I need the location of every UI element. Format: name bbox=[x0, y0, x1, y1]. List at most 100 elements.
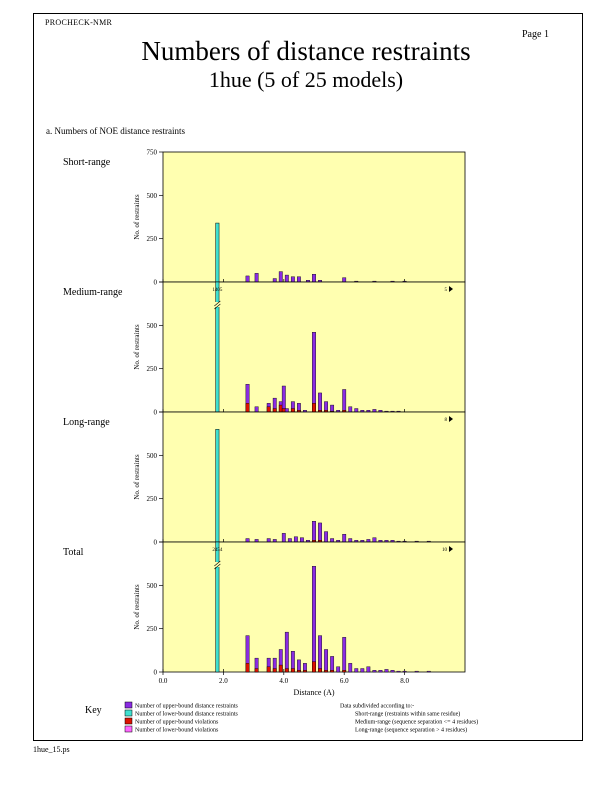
upper-bound-bar bbox=[324, 531, 328, 543]
x-tick-label: 0.0 bbox=[159, 677, 168, 685]
y-tick-label: 500 bbox=[147, 322, 158, 330]
upper-bound-bar bbox=[348, 538, 353, 543]
key-item-label: Number of lower-bound distance restraint… bbox=[135, 711, 239, 718]
key-item-label: Number of lower-bound violations bbox=[135, 727, 219, 734]
upper-bound-bar bbox=[284, 408, 289, 413]
plot-background bbox=[162, 411, 466, 543]
upper-bound-bar bbox=[284, 274, 289, 283]
violation-bar bbox=[330, 670, 335, 673]
panel-short-range: Short-range 750 500 250 0 No. of restraints bbox=[63, 149, 466, 287]
key-swatch bbox=[124, 701, 133, 709]
panel-label: Medium-range bbox=[63, 287, 123, 298]
lower-bound-bar bbox=[215, 281, 220, 413]
violation-bar bbox=[254, 668, 259, 673]
upper-bound-bar bbox=[354, 668, 359, 673]
upper-bound-bar bbox=[300, 537, 304, 543]
upper-bound-bar bbox=[318, 635, 322, 673]
panel-medium-range: Medium-range 500 250 0 No. of restraints 1405… bbox=[63, 281, 466, 417]
upper-bound-bar bbox=[266, 538, 271, 543]
violation-bar bbox=[272, 408, 277, 413]
upper-bound-bar bbox=[312, 332, 316, 413]
y-axis-label: No. of restraints bbox=[133, 324, 141, 370]
key-swatch bbox=[124, 709, 133, 717]
upper-bound-bar bbox=[426, 670, 431, 673]
upper-bound-bar bbox=[278, 271, 283, 283]
plot-background bbox=[162, 151, 466, 283]
y-tick-label: 750 bbox=[147, 149, 158, 157]
y-tick-label: 0 bbox=[154, 669, 158, 677]
upper-bound-bar bbox=[342, 277, 347, 283]
violation-bar bbox=[290, 408, 295, 413]
panel-total: Total 500 250 0 No. of restraints 2454 10 0.0 2.… bbox=[63, 541, 466, 697]
overflow-break-line bbox=[214, 300, 221, 307]
overflow-break-line bbox=[214, 303, 221, 310]
lower-bound-bar bbox=[215, 222, 220, 283]
overflow-value-label: 1405 bbox=[212, 288, 223, 293]
y-tick-label: 250 bbox=[147, 495, 158, 503]
y-tick-label: 0 bbox=[154, 279, 158, 287]
offscale-arrow-icon bbox=[449, 416, 453, 422]
overflow-break-line bbox=[214, 560, 221, 567]
upper-bound-bar bbox=[245, 538, 250, 543]
x-tick-label: 6.0 bbox=[340, 677, 349, 685]
y-tick-label: 250 bbox=[147, 235, 158, 243]
overflow-break bbox=[214, 302, 221, 307]
upper-bound-bar bbox=[342, 637, 347, 673]
x-axis-label: Distance (A) bbox=[293, 688, 334, 697]
offscale-arrow-icon bbox=[449, 286, 453, 292]
upper-bound-bar bbox=[396, 670, 401, 673]
page-subtitle: 1hue (5 of 25 models) bbox=[208, 67, 404, 92]
y-axis-label: No. of restraints bbox=[133, 584, 141, 630]
panel-label: Long-range bbox=[63, 417, 110, 428]
overflow-break bbox=[214, 562, 221, 567]
footer-filename: 1hue_15.ps bbox=[33, 745, 70, 754]
upper-bound-bar bbox=[318, 522, 322, 543]
violation-bar bbox=[245, 403, 250, 413]
upper-bound-bar bbox=[390, 670, 395, 673]
violation-bar bbox=[245, 663, 250, 673]
upper-bound-bar bbox=[336, 666, 341, 673]
upper-bound-bar bbox=[360, 668, 365, 673]
y-tick-label: 0 bbox=[154, 539, 158, 547]
upper-bound-bar bbox=[372, 537, 377, 543]
x-tick-label: 4.0 bbox=[279, 677, 288, 685]
upper-bound-bar bbox=[372, 670, 377, 673]
page-frame bbox=[33, 13, 583, 741]
key-item-label: Number of upper-bound violations bbox=[135, 719, 219, 726]
upper-bound-bar bbox=[312, 521, 316, 543]
violation-bar bbox=[266, 406, 271, 413]
page-title: Numbers of distance restraints bbox=[141, 36, 471, 66]
upper-bound-bar bbox=[287, 538, 292, 543]
upper-bound-bar bbox=[330, 538, 335, 543]
violation-bar bbox=[284, 668, 289, 673]
violation-bar bbox=[303, 670, 307, 673]
upper-bound-bar bbox=[384, 669, 389, 673]
overflow-break-line bbox=[214, 563, 221, 570]
violation-bar bbox=[266, 666, 271, 673]
upper-bound-bar bbox=[290, 276, 295, 283]
key-subdivision-item: Short-range (restraints within same resi… bbox=[355, 711, 460, 718]
y-tick-label: 250 bbox=[147, 625, 158, 633]
upper-bound-bar bbox=[312, 566, 316, 673]
upper-bound-bar bbox=[284, 631, 289, 673]
y-tick-label: 500 bbox=[147, 582, 158, 590]
upper-bound-bar bbox=[318, 392, 322, 413]
key-swatch bbox=[124, 717, 133, 725]
offscale-count: 5 bbox=[445, 288, 448, 293]
program-name: PROCHECK-NMR bbox=[45, 18, 113, 27]
y-tick-label: 500 bbox=[147, 192, 158, 200]
offscale-count: 8 bbox=[445, 418, 448, 423]
upper-bound-bar bbox=[342, 389, 347, 413]
upper-bound-bar bbox=[366, 666, 371, 673]
lower-bound-bar bbox=[215, 541, 220, 673]
upper-bound-bar bbox=[293, 536, 298, 543]
upper-bound-bar bbox=[402, 670, 407, 673]
violation-bar bbox=[318, 668, 322, 673]
y-tick-label: 500 bbox=[147, 452, 158, 460]
chart-key: Key Number of upper-bound distance restra… bbox=[85, 701, 478, 734]
page-number: Page 1 bbox=[522, 29, 549, 40]
y-tick-label: 250 bbox=[147, 365, 158, 373]
key-title: Key bbox=[85, 705, 102, 716]
key-swatch bbox=[124, 725, 133, 733]
